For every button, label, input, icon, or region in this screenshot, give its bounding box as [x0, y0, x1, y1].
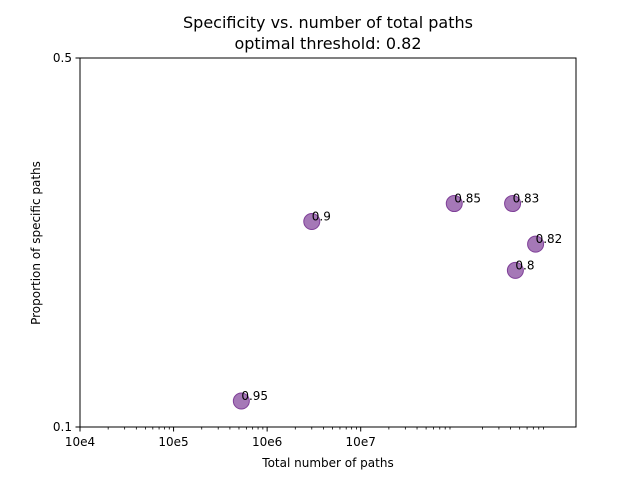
point-label-0: 0.95	[241, 389, 268, 403]
point-label-2: 0.85	[454, 192, 481, 206]
data-point-4	[527, 235, 545, 253]
point-label-3: 0.83	[513, 192, 540, 206]
chart-subtitle: optimal threshold: 0.82	[234, 34, 421, 53]
x-tick-label-1: 10e5	[158, 435, 188, 449]
point-label-1: 0.9	[312, 210, 331, 224]
x-tick-label-0: 10e4	[65, 435, 95, 449]
data-point-2	[445, 195, 463, 213]
x-tick-label-2: 10e6	[252, 435, 282, 449]
x-axis-label: Total number of paths	[261, 456, 393, 470]
data-point-1	[303, 213, 321, 231]
plot-area-frame	[79, 57, 577, 428]
y-axis-label: Proportion of specific paths	[29, 161, 43, 325]
points-layer: 0.95 0.9 0.85 0.83 0.820.8	[232, 192, 563, 410]
data-point-3	[504, 195, 522, 213]
data-point-5	[506, 261, 524, 279]
data-point-0	[232, 392, 250, 410]
point-label-5: 0.8	[515, 258, 534, 272]
chart-title: Specificity vs. number of total paths	[183, 13, 473, 32]
y-tick-label-0: 0.1	[53, 420, 72, 434]
y-tick-label-1: 0.5	[53, 51, 72, 65]
x-tick-label-3: 10e7	[346, 435, 376, 449]
ticks-layer: 10e4 10e5 10e6 10e7 0.1 0.5	[53, 51, 544, 449]
point-label-4: 0.82	[536, 232, 563, 246]
